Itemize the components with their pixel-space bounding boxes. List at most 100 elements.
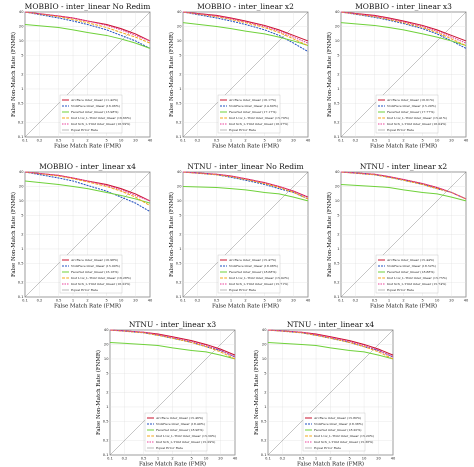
legend-entry: ArcFace inter_linear (16.17%)	[228, 98, 276, 102]
series-line	[109, 341, 236, 360]
series-line	[24, 11, 151, 49]
x-tick-label: 0.5	[214, 139, 220, 143]
x-tick-label: 2	[244, 139, 246, 143]
legend-entry-eer: Equal Error Rate	[71, 128, 98, 132]
y-tick-label: 0.2	[18, 281, 24, 285]
legend-entry: ArcFace inter_linear (15.47%)	[228, 258, 276, 262]
series-line	[340, 11, 467, 44]
x-tick-label: 10	[435, 299, 440, 303]
x-tick-label: 0.1	[22, 299, 28, 303]
series-line	[340, 11, 467, 47]
y-tick-label: 10	[177, 39, 182, 43]
legend-entry: ArcFace inter_linear (16.98%)	[70, 258, 118, 262]
x-tick-label: 20	[449, 299, 454, 303]
y-tick-label: 10	[177, 199, 182, 203]
x-tick-label: 1	[72, 139, 74, 143]
eer-diagonal	[267, 329, 394, 456]
x-axis-label: False Match Rate (FMR)	[212, 143, 279, 150]
x-tick-label: 2	[86, 299, 88, 303]
y-tick-label: 0.1	[103, 453, 109, 457]
y-tick-label: 0.1	[176, 295, 182, 299]
series-line	[182, 171, 309, 200]
x-tick-label: 1	[72, 299, 74, 303]
y-tick-label: 0.2	[176, 121, 182, 125]
x-tick-label: 40	[148, 139, 153, 143]
y-tick-label: 0.1	[261, 453, 267, 457]
x-tick-label: 20	[291, 139, 296, 143]
legend-entry: Insf L1w_L.Ttinf inter_linear (15.92%)	[229, 276, 289, 280]
y-tick-label: 5	[179, 54, 181, 58]
legend-box	[59, 94, 123, 134]
y-tick-label: 1	[179, 247, 181, 251]
legend-entry: ArcFace inter_linear (15.80%)	[313, 416, 361, 420]
legend-entry: VGGFace inter_linear (16.06%)	[70, 104, 120, 108]
y-tick-label: 10	[104, 357, 109, 361]
y-tick-label: 0.2	[334, 281, 340, 285]
x-tick-label: 1	[388, 139, 390, 143]
series-line	[109, 329, 236, 360]
y-tick-label: 10	[262, 357, 267, 361]
x-tick-label: 10	[277, 299, 282, 303]
x-tick-label: 5	[105, 299, 107, 303]
legend-entry: FaceNet inter_linear (18.20%)	[314, 428, 362, 432]
legend-entry: FaceNet inter_linear (17.77%)	[387, 110, 435, 114]
x-tick-label: 40	[233, 457, 238, 461]
x-tick-label: 0.1	[265, 457, 271, 461]
legend-entry: ArcFace inter_linear (15.44%)	[386, 258, 434, 262]
series-line	[340, 171, 467, 200]
y-axis-label: False Non-Match Rate (FNMR)	[10, 32, 17, 117]
y-tick-label: 20	[19, 185, 24, 189]
x-tick-label: 20	[133, 299, 138, 303]
x-tick-label: 5	[263, 299, 265, 303]
series-line	[340, 183, 467, 202]
y-axis-label: False Non-Match Rate (FNMR)	[10, 192, 17, 277]
x-axis-label: False Match Rate (FMR)	[212, 303, 279, 310]
legend-entry-eer: Equal Error Rate	[156, 446, 183, 450]
x-tick-label: 0.1	[338, 299, 344, 303]
y-tick-label: 2	[21, 73, 23, 77]
x-tick-label: 10	[119, 139, 124, 143]
y-tick-label: 2	[179, 233, 181, 237]
legend-entry: FaceNet inter_linear (13.98%)	[71, 110, 119, 114]
legend-entry: VGGFace inter_linear (18.52%)	[386, 264, 436, 268]
y-axis-label: False Non-Match Rate (FNMR)	[326, 192, 333, 277]
series-line	[340, 11, 467, 42]
y-tick-label: 40	[262, 328, 267, 332]
x-tick-label: 2	[402, 139, 404, 143]
series-line	[24, 171, 151, 213]
legend-box	[217, 94, 281, 134]
x-tick-label: 0.1	[180, 299, 186, 303]
y-tick-label: 40	[335, 170, 340, 174]
y-tick-label: 20	[335, 185, 340, 189]
legend-entry: VGGFace inter_linear (18.08%)	[228, 264, 278, 268]
panel-title: MOBBIO - inter_linear No Redim	[25, 2, 151, 11]
legend-entry: FaceNet inter_linear (18.88%)	[387, 270, 435, 274]
legend-entry: FaceNet inter_linear (17.17%)	[229, 110, 277, 114]
x-tick-label: 0.5	[372, 299, 378, 303]
y-tick-label: 0.5	[103, 420, 109, 424]
x-tick-label: 0.2	[122, 457, 128, 461]
series-line	[109, 329, 236, 358]
x-tick-label: 2	[171, 457, 173, 461]
x-axis-label: False Match Rate (FMR)	[54, 303, 121, 310]
series-line	[182, 171, 309, 198]
series-line	[24, 23, 151, 49]
legend-entry: Insf SvS_L.Ttinf inter_linear (15.29%)	[156, 440, 215, 444]
x-tick-label: 0.2	[37, 299, 43, 303]
x-tick-label: 2	[86, 139, 88, 143]
y-tick-label: 0.1	[176, 135, 182, 139]
legend-entry-eer: Equal Error Rate	[387, 128, 414, 132]
y-tick-label: 0.5	[18, 102, 24, 106]
y-tick-label: 20	[177, 185, 182, 189]
legend-entry: VGGFace inter_linear (14.60%)	[228, 104, 278, 108]
panel-title: NTNU - inter_linear x3	[129, 320, 217, 329]
legend-entry: Insf SvS_L.Ttinf inter_linear (15.36%)	[314, 440, 373, 444]
x-tick-label: 0.1	[338, 139, 344, 143]
det-panel: MOBBIO - inter_linear x20.1 0.2 0.5 1 2 5 10 20…	[168, 2, 311, 150]
y-tick-label: 0.1	[18, 295, 24, 299]
y-axis-label: False Non-Match Rate (FNMR)	[168, 32, 175, 117]
x-tick-label: 20	[376, 457, 381, 461]
x-tick-label: 20	[133, 139, 138, 143]
x-tick-label: 5	[105, 139, 107, 143]
